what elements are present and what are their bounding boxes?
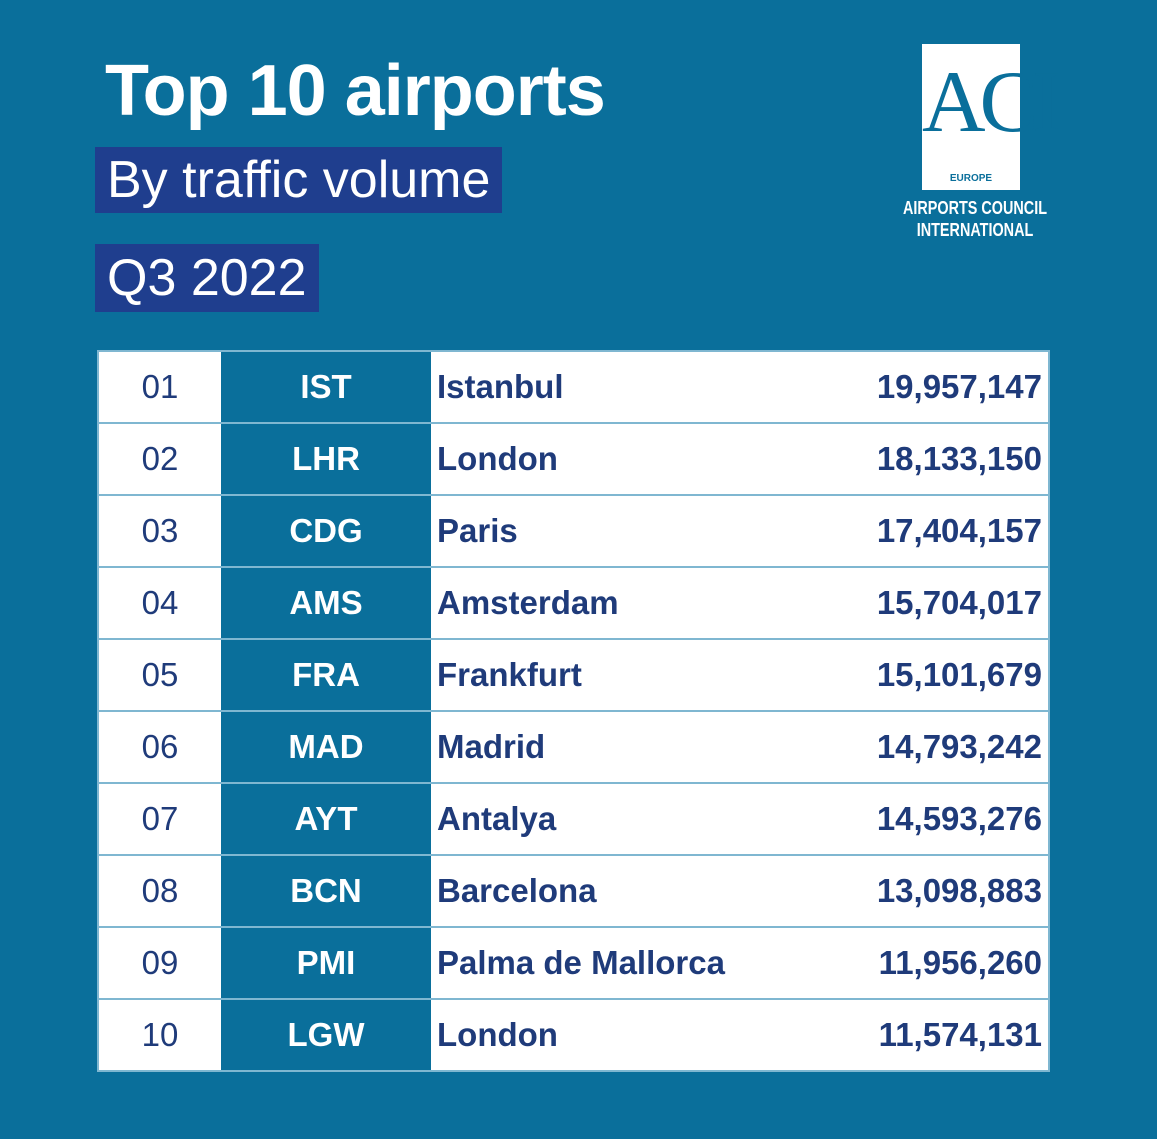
passengers: 11,956,260 xyxy=(820,927,1049,1000)
airport-code: BCN xyxy=(221,855,431,928)
city: London xyxy=(431,999,821,1072)
city: Istanbul xyxy=(431,351,821,424)
logo-text: INTERNATIONAL xyxy=(916,220,1034,240)
city: Frankfurt xyxy=(431,639,821,712)
airport-code: LHR xyxy=(221,423,431,496)
rank: 03 xyxy=(98,495,221,568)
passengers: 15,101,679 xyxy=(820,639,1049,712)
passengers: 13,098,883 xyxy=(820,855,1049,928)
airport-code: PMI xyxy=(221,927,431,1000)
table-row: 10 LGW London 11,574,131 xyxy=(98,999,1049,1072)
logo: ACI EUROPE xyxy=(922,44,1062,190)
table-row: 07 AYT Antalya 14,593,276 xyxy=(98,783,1049,856)
logo-mark: ACI xyxy=(922,54,1062,151)
city: Palma de Mallorca xyxy=(431,927,821,1000)
city: Barcelona xyxy=(431,855,821,928)
airport-code: LGW xyxy=(221,999,431,1072)
table-row: 03 CDG Paris 17,404,157 xyxy=(98,495,1049,568)
subtitle: By traffic volume xyxy=(95,147,503,213)
city: London xyxy=(431,423,821,496)
city: Antalya xyxy=(431,783,821,856)
airport-code: AMS xyxy=(221,567,431,640)
city: Madrid xyxy=(431,711,821,784)
ranking-table: 01 IST Istanbul 19,957,147 02 LHR London 18,133… xyxy=(97,350,1050,1072)
airport-code: CDG xyxy=(221,495,431,568)
passengers: 17,404,157 xyxy=(820,495,1049,568)
rank: 07 xyxy=(98,783,221,856)
table-row: 01 IST Istanbul 19,957,147 xyxy=(98,351,1049,424)
city: Amsterdam xyxy=(431,567,821,640)
passengers: 18,133,150 xyxy=(820,423,1049,496)
logo-region: EUROPE xyxy=(949,173,993,184)
airport-code: AYT xyxy=(221,783,431,856)
airport-code: MAD xyxy=(221,711,431,784)
passengers: 14,593,276 xyxy=(820,783,1049,856)
rank: 01 xyxy=(98,351,221,424)
table-row: 06 MAD Madrid 14,793,242 xyxy=(98,711,1049,784)
rank: 08 xyxy=(98,855,221,928)
table-row: 02 LHR London 18,133,150 xyxy=(98,423,1049,496)
airport-code: IST xyxy=(221,351,431,424)
period: Q3 2022 xyxy=(95,244,319,312)
rank: 05 xyxy=(98,639,221,712)
passengers: 19,957,147 xyxy=(820,351,1049,424)
rank: 04 xyxy=(98,567,221,640)
rank: 02 xyxy=(98,423,221,496)
rank: 10 xyxy=(98,999,221,1072)
table-row: 05 FRA Frankfurt 15,101,679 xyxy=(98,639,1049,712)
table-row: 04 AMS Amsterdam 15,704,017 xyxy=(98,567,1049,640)
passengers: 11,574,131 xyxy=(820,999,1049,1072)
rank: 06 xyxy=(98,711,221,784)
passengers: 15,704,017 xyxy=(820,567,1049,640)
title: Top 10 airports xyxy=(105,51,606,131)
passengers: 14,793,242 xyxy=(820,711,1049,784)
rank: 09 xyxy=(98,927,221,1000)
table-row: 09 PMI Palma de Mallorca 11,956,260 xyxy=(98,927,1049,1000)
logo-text: AIRPORTS COUNCIL xyxy=(903,198,1047,218)
airport-code: FRA xyxy=(221,639,431,712)
table-row: 08 BCN Barcelona 13,098,883 xyxy=(98,855,1049,928)
city: Paris xyxy=(431,495,821,568)
